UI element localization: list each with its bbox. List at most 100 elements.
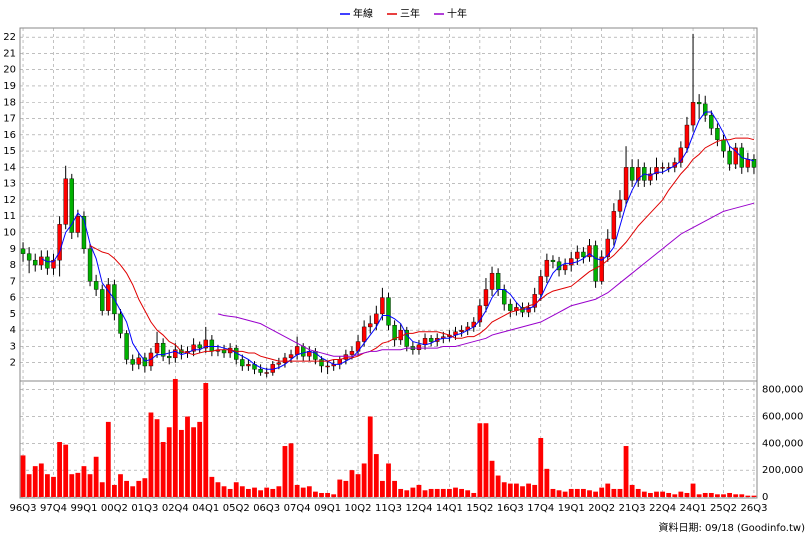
volume-bar: [410, 487, 416, 497]
volume-bar: [544, 468, 550, 497]
y-tick-label: 7: [10, 276, 16, 287]
candle-body: [660, 167, 665, 169]
volume-bar: [99, 482, 105, 497]
volume-bar: [684, 492, 690, 497]
x-tick-label: 05Q2: [223, 503, 250, 514]
volume-bar: [105, 421, 111, 497]
volume-bar: [294, 484, 300, 497]
y-tick-label: 10: [3, 227, 16, 238]
y-tick-label: 9: [10, 244, 16, 255]
x-tick-label: 00Q2: [101, 503, 128, 514]
volume-bar: [593, 491, 598, 497]
candle-body: [502, 289, 507, 305]
candle-body: [623, 167, 629, 201]
volume-bar: [215, 482, 221, 497]
candle-body: [398, 329, 403, 341]
volume-bar: [112, 484, 117, 497]
x-tick-label: 11Q3: [375, 503, 402, 514]
volume-bar: [489, 460, 495, 497]
candle-body: [587, 245, 592, 258]
candle-body: [569, 258, 574, 266]
volume-bar: [264, 487, 270, 497]
volume-bar: [739, 494, 745, 497]
x-tick-label: 26Q3: [740, 503, 767, 514]
candle-body: [154, 342, 160, 354]
candle-body: [69, 178, 74, 233]
candle-body: [386, 297, 391, 326]
volume-bar: [702, 492, 708, 497]
y2-tick-label: 800,000: [762, 385, 803, 396]
candle-body: [404, 329, 409, 347]
volume-bar: [148, 412, 154, 497]
volume-bar: [270, 488, 276, 497]
x-tick-label: 25Q2: [710, 503, 737, 514]
volume-bar: [520, 486, 525, 497]
candle-body: [581, 251, 586, 258]
x-tick-label: 01Q3: [131, 503, 158, 514]
candle-body: [136, 357, 141, 365]
candle-body: [703, 103, 708, 116]
volume-bar: [751, 495, 757, 497]
candle-body: [550, 259, 556, 262]
candle-body: [745, 159, 751, 168]
candle-body: [599, 256, 604, 282]
volume-bar: [568, 488, 574, 497]
volume-bar: [355, 474, 361, 497]
ma-line: [217, 202, 755, 357]
volume-bar: [45, 474, 50, 497]
candle-body: [380, 297, 385, 315]
candle-body: [173, 349, 178, 359]
candle-body: [93, 281, 99, 290]
volume-bar: [325, 492, 330, 497]
candle-body: [368, 323, 373, 328]
volume-bar: [422, 490, 428, 497]
candle-body: [87, 248, 93, 282]
volume-bar: [471, 492, 477, 497]
y2-tick-label: 600,000: [762, 412, 803, 423]
legend-label: 三年: [400, 7, 420, 20]
x-tick-label: 24Q1: [680, 503, 707, 514]
x-tick-label: 97Q4: [40, 503, 67, 514]
candle-body: [167, 356, 172, 359]
volume-bar: [32, 466, 38, 497]
volume-bar: [124, 480, 129, 497]
volume-bar: [440, 488, 446, 497]
volume-bar: [483, 423, 489, 497]
volume-bar: [154, 419, 160, 497]
candle-body: [562, 264, 568, 271]
y-tick-label: 6: [10, 293, 16, 304]
y-tick-label: 14: [3, 162, 16, 173]
y-tick-label: 21: [3, 48, 16, 59]
ma-line: [41, 111, 755, 370]
volume-bar: [660, 491, 665, 497]
volume-bar: [63, 444, 69, 497]
volume-bar: [666, 492, 672, 497]
candle-body: [51, 259, 56, 269]
volume-bar: [562, 491, 568, 497]
volume-bar: [337, 479, 343, 497]
y-tick-label: 20: [3, 65, 16, 76]
candle-body: [288, 354, 294, 359]
volume-bar: [708, 492, 714, 497]
candle-body: [20, 248, 26, 254]
volume-bar: [721, 494, 726, 497]
candle-body: [526, 307, 531, 313]
candle-body: [209, 339, 215, 352]
volume-bar: [416, 484, 422, 497]
y-tick-label: 11: [3, 211, 16, 222]
x-tick-label: 21Q3: [619, 503, 646, 514]
candle-body: [483, 289, 489, 306]
x-tick-label: 04Q1: [192, 503, 219, 514]
ma-line: [89, 137, 755, 362]
candle-body: [593, 245, 598, 282]
candle-body: [160, 342, 166, 357]
volume-bar: [361, 463, 367, 497]
volume-bar: [532, 484, 538, 497]
candle-body: [538, 276, 543, 295]
volume-bar: [118, 474, 123, 497]
x-tick-label: 09Q1: [314, 503, 341, 514]
candle-body: [489, 272, 495, 290]
candle-body: [118, 313, 123, 334]
volume-bar: [538, 437, 544, 497]
candle-body: [733, 147, 738, 165]
